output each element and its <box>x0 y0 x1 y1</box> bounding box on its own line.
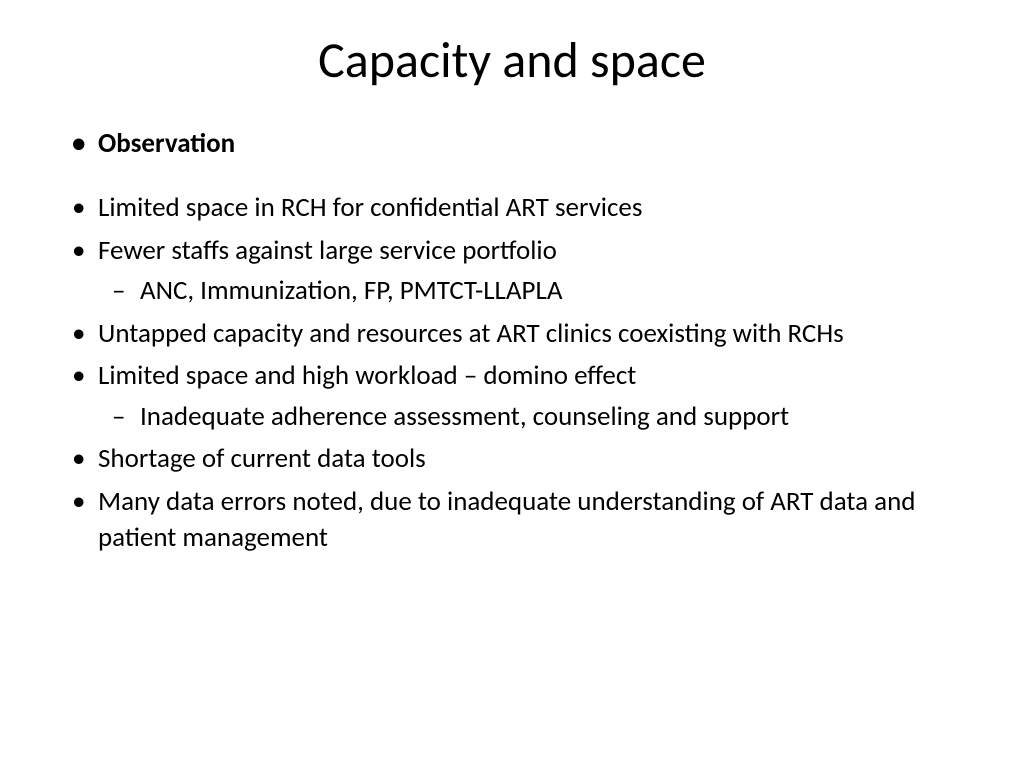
list-item: Limited space and high workload – domino… <box>60 358 964 435</box>
observation-heading: Observation <box>60 126 964 162</box>
slide-title: Capacity and space <box>60 30 964 91</box>
list-item: Fewer staffs against large service portf… <box>60 233 964 310</box>
sub-list-item: Inadequate adherence assessment, counsel… <box>98 399 964 435</box>
list-item: Many data errors noted, due to inadequat… <box>60 484 964 557</box>
list-item: Limited space in RCH for confidential AR… <box>60 190 964 226</box>
bullet-list: Observation Limited space in RCH for con… <box>60 126 964 556</box>
list-item-text: Limited space and high workload – domino… <box>98 359 636 392</box>
list-item-text: Fewer staffs against large service portf… <box>98 234 557 267</box>
sub-list: ANC, Immunization, FP, PMTCT-LLAPLA <box>98 273 964 309</box>
list-item: Untapped capacity and resources at ART c… <box>60 316 964 352</box>
list-item: Shortage of current data tools <box>60 441 964 477</box>
sub-list-item: ANC, Immunization, FP, PMTCT-LLAPLA <box>98 273 964 309</box>
sub-list: Inadequate adherence assessment, counsel… <box>98 399 964 435</box>
